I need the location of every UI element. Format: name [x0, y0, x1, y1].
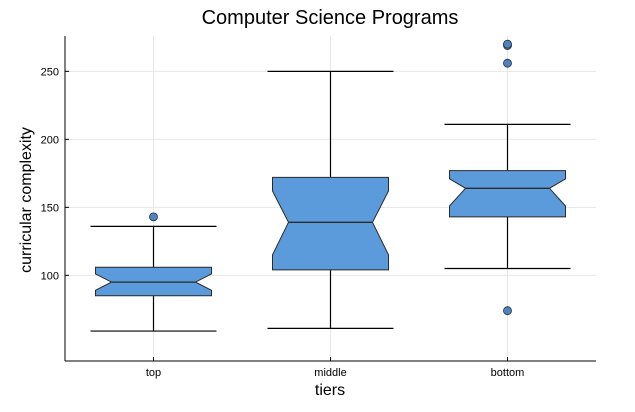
y-tick-label: 150 — [41, 202, 59, 214]
x-axis-label: tiers — [315, 382, 345, 399]
y-tick-label: 200 — [41, 134, 59, 146]
chart-title: Computer Science Programs — [202, 7, 459, 29]
outliers — [149, 39, 512, 316]
box-bottom — [444, 123, 571, 270]
outlier-point — [503, 39, 512, 49]
outlier-point — [503, 306, 512, 316]
outlier-point — [503, 58, 512, 68]
y-axis-label: curricular complexity — [18, 127, 35, 273]
x-tick-label-top: top — [146, 367, 161, 379]
x-tick-label-bottom: bottom — [491, 367, 525, 379]
box-middle — [267, 70, 394, 329]
notched-box — [95, 266, 212, 297]
y-tick-label: 100 — [41, 270, 59, 282]
box-top — [90, 225, 217, 332]
x-ticks: top middle bottom — [146, 357, 524, 379]
notched-box — [449, 170, 566, 218]
y-tick-label: 250 — [41, 66, 59, 78]
x-tick-label-middle: middle — [314, 367, 346, 379]
y-ticks: 100 150 200 250 — [41, 66, 69, 282]
boxes — [90, 70, 571, 332]
outlier-point — [149, 212, 158, 222]
notched-box — [272, 176, 389, 271]
